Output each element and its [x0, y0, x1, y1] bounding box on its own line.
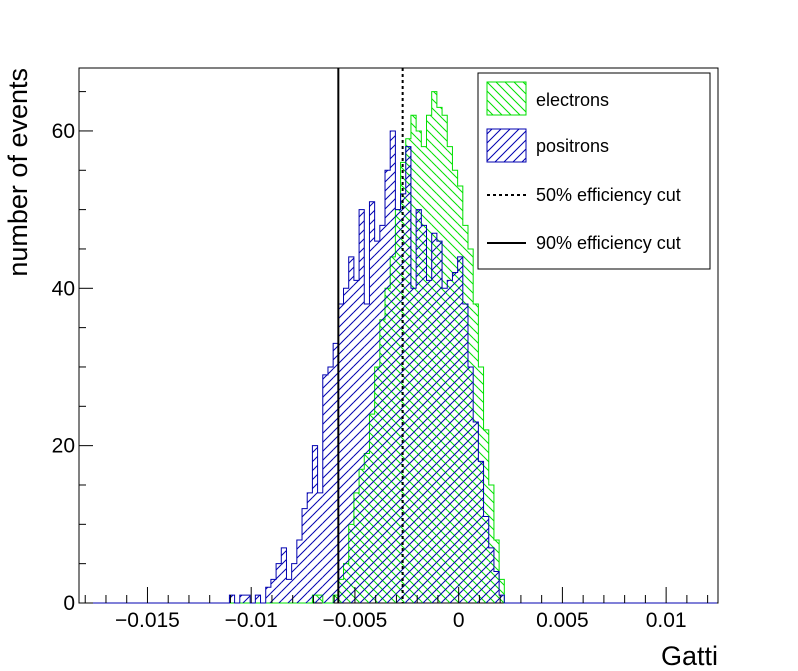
positrons-bin [488, 547, 494, 603]
x-tick-label: 0.005 [536, 609, 589, 632]
positrons-bin [416, 209, 422, 603]
positrons-bin [395, 209, 401, 603]
positrons-bin [468, 366, 474, 603]
positrons-bin [229, 595, 235, 603]
legend-swatch-electrons [486, 81, 527, 116]
positrons-bin [436, 241, 443, 603]
y-tick-label: 40 [52, 277, 75, 300]
histogram-layer [79, 91, 717, 604]
series-positrons [79, 130, 717, 604]
positrons-bin [473, 422, 479, 603]
positrons-bin [307, 492, 313, 603]
positrons-bin [281, 547, 287, 603]
positrons-bin [302, 508, 308, 603]
positrons-bin [265, 587, 271, 603]
positrons-bin [442, 288, 448, 603]
positrons-bin [493, 571, 500, 603]
legend-label-electrons: electrons [536, 90, 609, 110]
y-axis-title: number of events [3, 68, 33, 277]
x-tick-label: −0.01 [225, 609, 278, 632]
legend-label-90pct: 90% efficiency cut [536, 233, 681, 253]
positrons-bin [291, 563, 297, 603]
positrons-bin [270, 579, 277, 603]
positrons-bin [379, 225, 386, 603]
y-tick-label: 20 [52, 435, 75, 458]
positrons-bin [244, 595, 251, 603]
positrons-bin [343, 288, 349, 603]
positrons-bin [353, 280, 360, 603]
positrons-bin [483, 516, 489, 603]
electrons-bin [499, 579, 505, 603]
positrons-bin [312, 445, 318, 603]
positrons-bin [390, 130, 396, 604]
positrons-bin [405, 146, 411, 604]
positrons-bin [457, 256, 463, 603]
legend-swatch-positrons [486, 128, 527, 163]
positrons-bin [317, 492, 323, 603]
positrons-bin [369, 201, 375, 603]
x-tick-label: 0 [453, 609, 465, 632]
positrons-bin [431, 233, 437, 603]
positrons-bin [364, 304, 370, 603]
positrons-bin [239, 595, 245, 603]
positrons-bin [286, 579, 292, 603]
positrons-bin [333, 343, 339, 603]
x-axis-title: Gatti [661, 641, 718, 671]
positrons-bin [385, 170, 391, 603]
positrons-bin [421, 225, 427, 603]
positrons-bin [374, 241, 380, 603]
positrons-bin [276, 563, 282, 603]
legend: electrons positrons 50% efficiency cut 9… [477, 72, 711, 270]
positrons-bin [359, 209, 365, 603]
x-tick-label: 0.01 [646, 609, 687, 632]
x-tick-label: −0.005 [323, 609, 388, 632]
positrons-bin [410, 288, 417, 603]
electrons-bin [488, 484, 494, 603]
legend-label-50pct: 50% efficiency cut [536, 185, 681, 205]
positrons-bin [348, 256, 354, 603]
cut-lines-layer [337, 68, 404, 603]
positrons-outline [79, 130, 717, 604]
x-tick-label: −0.015 [115, 609, 180, 632]
axes-layer: −0.015 −0.01 −0.005 0 0.005 0.01 0 20 40 60 [52, 91, 709, 632]
positrons-bin [478, 461, 484, 603]
positrons-bin [499, 595, 505, 603]
positrons-bin [338, 304, 344, 603]
positrons-bin [327, 366, 334, 603]
y-tick-label: 60 [52, 120, 75, 143]
positrons-bin [255, 595, 261, 603]
positrons-bin [296, 540, 303, 603]
positrons-bin [452, 272, 458, 603]
legend-label-positrons: positrons [536, 136, 609, 156]
positrons-bin [462, 304, 469, 603]
positrons-bin [426, 280, 432, 603]
positrons-bin [447, 280, 453, 603]
y-tick-label: 0 [63, 592, 75, 615]
positrons-bin [322, 374, 328, 603]
